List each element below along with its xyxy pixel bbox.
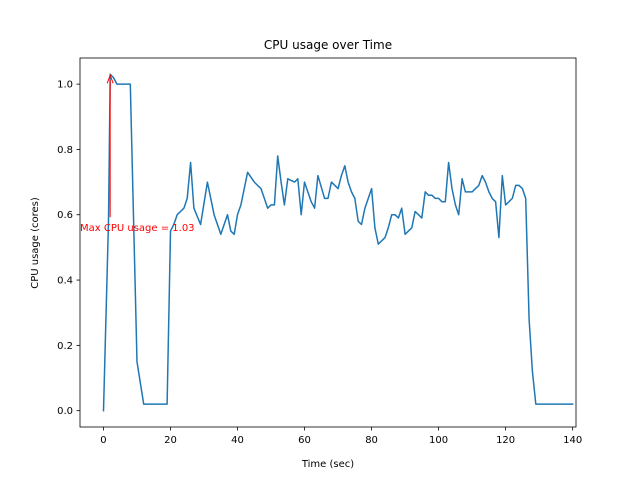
x-tick-label: 80 [365,435,378,446]
series-layer [102,73,574,412]
y-tick-label: 0.6 [57,210,73,221]
chart-title: CPU usage over Time [264,38,392,52]
annotation-layer: Max CPU usage = 1.03 [80,73,195,234]
x-tick-label: 140 [563,435,582,446]
x-tick-label: 20 [164,435,177,446]
series-line [102,73,574,412]
x-tick-label: 60 [298,435,311,446]
y-tick-label: 0.0 [57,406,73,417]
x-axis-label: Time (sec) [301,459,354,470]
y-axis-label: CPU usage (cores) [30,197,41,289]
y-tick-label: 0.4 [57,276,73,287]
axes-frame [79,57,577,428]
x-tick-label: 40 [231,435,244,446]
y-tick-label: 0.8 [57,145,73,156]
annotation-arrow-head [106,73,114,84]
x-tick-label: 120 [496,435,515,446]
x-tick-label: 0 [100,435,106,446]
annotation-label: Max CPU usage = 1.03 [80,223,195,234]
y-tick-label: 1.0 [57,80,73,91]
y-tick-label: 0.2 [57,341,73,352]
x-tick-label: 100 [429,435,448,446]
axes-layer: 0 20 40 60 80 100 120 140 0.0 0.2 0.4 0.6 0.8 1.0 [57,57,582,446]
